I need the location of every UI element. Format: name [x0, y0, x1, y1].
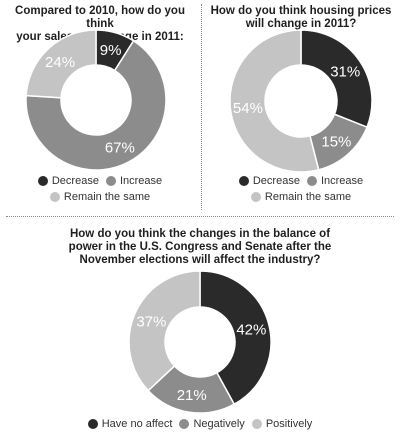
legend-swatch	[250, 192, 261, 202]
legend-label: Increase	[320, 175, 364, 187]
legend-swatch	[306, 176, 317, 186]
legend-item-negatively: Negatively	[179, 418, 245, 430]
vertical-divider	[201, 4, 202, 210]
legend-item-increase: Increase	[105, 175, 163, 187]
legend-swatch	[251, 419, 262, 429]
legend-label: Negatively	[193, 418, 245, 430]
legend-row: Decrease Increase	[2, 173, 198, 189]
chart-2-label-increase: 15%	[321, 134, 351, 151]
horizontal-divider	[6, 216, 394, 217]
chart-1-label-increase: 67%	[105, 139, 135, 156]
chart-2-label-decrease: 31%	[330, 63, 360, 80]
legend-label: Increase	[119, 175, 163, 187]
legend-row: Remain the same	[204, 189, 398, 205]
chart-2-title: How do you think housing prices will cha…	[210, 5, 392, 30]
legend-swatch	[49, 192, 60, 202]
legend-label: Have no affect	[101, 418, 173, 430]
legend-item-remain-the-same: Remain the same	[250, 191, 352, 203]
legend-item-have-no-affect: Have no affect	[87, 418, 173, 430]
chart-2-label-remain-the-same: 54%	[233, 100, 263, 117]
chart-1-slice-increase	[25, 39, 167, 171]
legend-item-decrease: Decrease	[37, 175, 99, 187]
legend-swatch	[87, 419, 98, 429]
chart-3-slice-have-no-affect	[199, 270, 272, 406]
chart-2-slice-decrease	[300, 29, 373, 129]
legend-swatch	[179, 419, 190, 429]
legend-row: Decrease Increase	[204, 173, 398, 189]
chart-1-label-decrease: 9%	[100, 42, 122, 59]
legend-swatch	[37, 176, 48, 186]
legend-item-remain-the-same: Remain the same	[49, 191, 151, 203]
legend-row: Remain the same	[2, 189, 198, 205]
chart-3-label-negatively: 21%	[177, 387, 207, 404]
chart-3-slice-positively	[128, 270, 201, 392]
chart-3-title: How do you think the changes in the bala…	[68, 228, 332, 266]
chart-3-label-positively: 37%	[136, 313, 166, 330]
legend-item-positively: Positively	[251, 418, 313, 430]
chart-1-slice-remain-the-same	[25, 29, 97, 99]
legend-item-decrease: Decrease	[238, 175, 300, 187]
legend-item-increase: Increase	[306, 175, 364, 187]
chart-3-label-have-no-affect: 42%	[236, 321, 266, 338]
legend-swatch	[105, 176, 116, 186]
legend-row: Have no affect Negatively Positively	[20, 416, 380, 432]
chart-2-legend: Decrease Increase Remain the same	[204, 173, 398, 205]
legend-label: Remain the same	[264, 191, 352, 203]
chart-2-slice-remain-the-same	[229, 29, 320, 173]
chart-1-label-remain-the-same: 24%	[45, 54, 75, 71]
legend-swatch	[238, 176, 249, 186]
legend-label: Decrease	[51, 175, 99, 187]
chart-1-legend: Decrease Increase Remain the same	[2, 173, 198, 205]
chart-3-legend: Have no affect Negatively Positively	[20, 416, 380, 432]
legend-label: Positively	[265, 418, 313, 430]
legend-label: Decrease	[252, 175, 300, 187]
legend-label: Remain the same	[63, 191, 151, 203]
